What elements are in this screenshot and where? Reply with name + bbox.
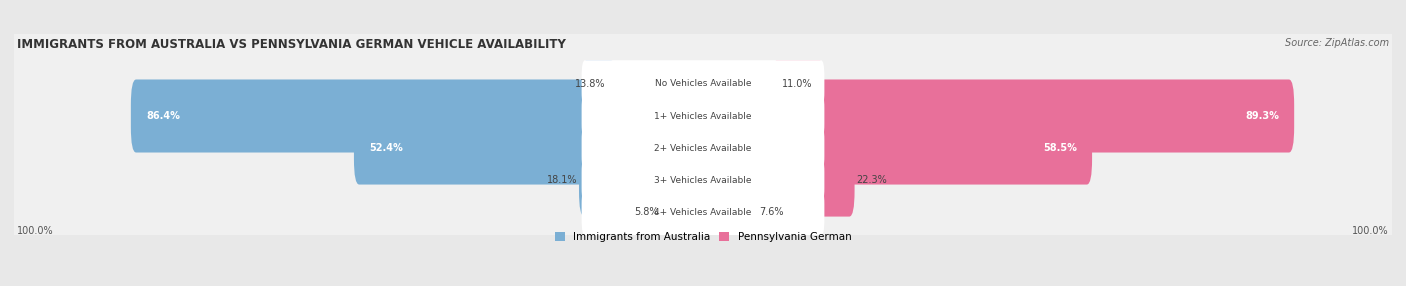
Legend: Immigrants from Australia, Pennsylvania German: Immigrants from Australia, Pennsylvania … bbox=[551, 229, 855, 245]
FancyBboxPatch shape bbox=[579, 144, 591, 217]
Text: 3+ Vehicles Available: 3+ Vehicles Available bbox=[654, 176, 752, 184]
FancyBboxPatch shape bbox=[4, 23, 1402, 145]
FancyBboxPatch shape bbox=[582, 156, 824, 204]
Text: 22.3%: 22.3% bbox=[856, 175, 887, 185]
FancyBboxPatch shape bbox=[582, 60, 824, 108]
Text: IMMIGRANTS FROM AUSTRALIA VS PENNSYLVANIA GERMAN VEHICLE AVAILABILITY: IMMIGRANTS FROM AUSTRALIA VS PENNSYLVANI… bbox=[17, 39, 567, 51]
FancyBboxPatch shape bbox=[585, 60, 613, 108]
Text: 7.6%: 7.6% bbox=[759, 207, 785, 217]
FancyBboxPatch shape bbox=[4, 87, 1402, 209]
FancyBboxPatch shape bbox=[815, 80, 1294, 152]
Text: No Vehicles Available: No Vehicles Available bbox=[655, 80, 751, 88]
FancyBboxPatch shape bbox=[4, 151, 1402, 273]
Text: 18.1%: 18.1% bbox=[547, 175, 578, 185]
FancyBboxPatch shape bbox=[585, 188, 665, 236]
Text: 100.0%: 100.0% bbox=[17, 226, 53, 236]
FancyBboxPatch shape bbox=[815, 144, 855, 217]
Text: Source: ZipAtlas.com: Source: ZipAtlas.com bbox=[1285, 39, 1389, 49]
Text: 52.4%: 52.4% bbox=[368, 143, 402, 153]
FancyBboxPatch shape bbox=[752, 188, 821, 236]
FancyBboxPatch shape bbox=[582, 92, 824, 140]
FancyBboxPatch shape bbox=[582, 124, 824, 172]
FancyBboxPatch shape bbox=[4, 55, 1402, 177]
FancyBboxPatch shape bbox=[582, 188, 824, 236]
Text: 100.0%: 100.0% bbox=[1353, 226, 1389, 236]
Text: 2+ Vehicles Available: 2+ Vehicles Available bbox=[654, 144, 752, 152]
FancyBboxPatch shape bbox=[775, 60, 821, 108]
FancyBboxPatch shape bbox=[4, 119, 1402, 241]
FancyBboxPatch shape bbox=[131, 80, 591, 152]
Text: 1+ Vehicles Available: 1+ Vehicles Available bbox=[654, 112, 752, 120]
FancyBboxPatch shape bbox=[815, 112, 1092, 184]
Text: 5.8%: 5.8% bbox=[634, 207, 658, 217]
Text: 89.3%: 89.3% bbox=[1246, 111, 1279, 121]
Text: 58.5%: 58.5% bbox=[1043, 143, 1077, 153]
Text: 4+ Vehicles Available: 4+ Vehicles Available bbox=[654, 208, 752, 217]
Text: 13.8%: 13.8% bbox=[575, 79, 606, 89]
Text: 11.0%: 11.0% bbox=[782, 79, 813, 89]
FancyBboxPatch shape bbox=[354, 112, 591, 184]
Text: 86.4%: 86.4% bbox=[146, 111, 180, 121]
